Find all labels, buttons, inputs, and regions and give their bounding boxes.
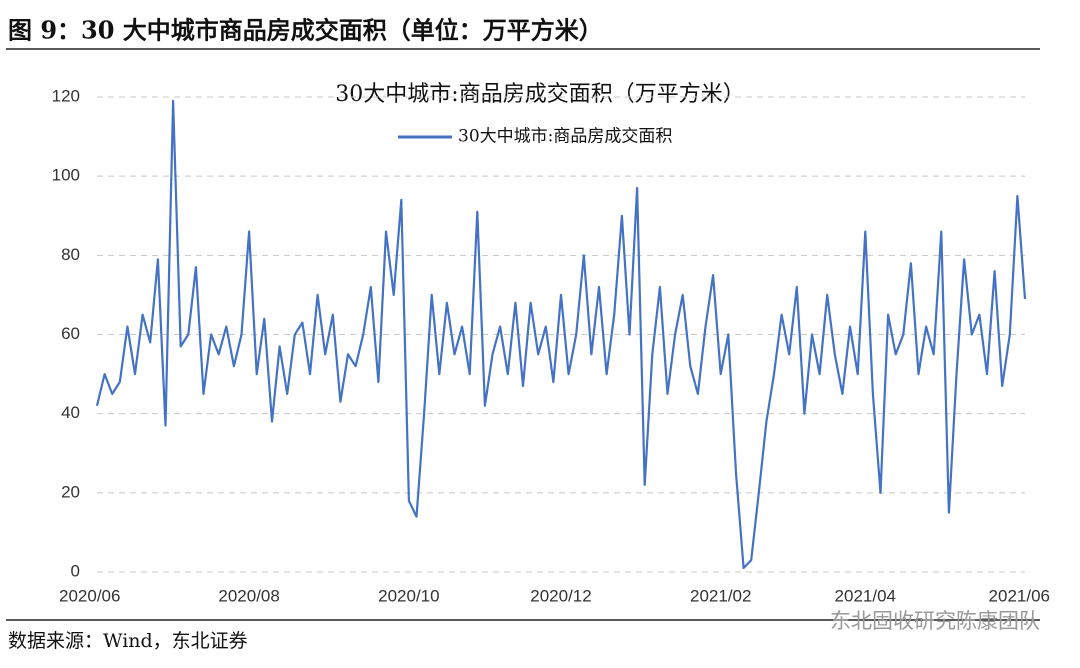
y-tick-label: 100: [52, 166, 80, 185]
source: 数据来源：Wind，东北证券: [8, 630, 248, 652]
watermark: 东北固收研究陈康团队: [830, 609, 1040, 633]
x-tick-label: 2021/02: [690, 586, 751, 605]
x-tick-label: 2020/12: [530, 586, 591, 605]
series-line: [95, 99, 1027, 570]
x-tick-label: 2020/06: [59, 586, 120, 605]
legend-label: 30大中城市:商品房成交面积: [458, 127, 672, 147]
x-tick-label: 2020/10: [378, 586, 439, 605]
y-tick-label: 0: [71, 561, 80, 580]
x-tick-label: 2020/08: [218, 586, 279, 605]
chart-title: 30大中城市:商品房成交面积（万平方米）: [335, 82, 744, 107]
y-tick-label: 40: [61, 403, 80, 422]
y-tick-label: 80: [61, 245, 80, 264]
x-tick-label: 2021/04: [835, 586, 896, 605]
y-tick-label: 120: [52, 86, 80, 105]
y-tick-label: 20: [61, 482, 80, 501]
header-title: 图 9：30 大中城市商品房成交面积（单位：万平方米）: [8, 16, 603, 45]
y-tick-label: 60: [61, 324, 80, 343]
x-tick-label: 2021/06: [989, 586, 1050, 605]
